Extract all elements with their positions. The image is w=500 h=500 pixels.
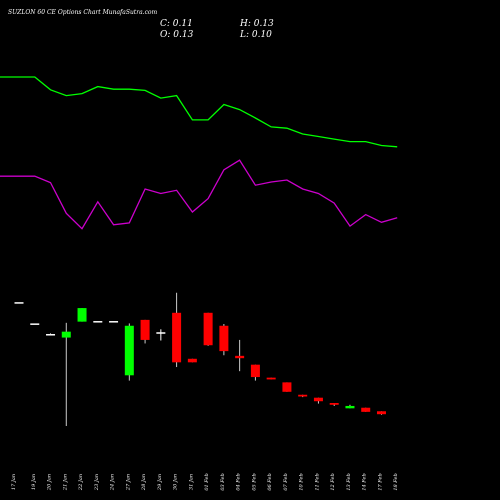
x-tick-label: 13 Feb	[346, 473, 352, 490]
candle-body	[93, 321, 103, 323]
candle-body	[376, 411, 386, 415]
candle	[361, 407, 371, 412]
candle	[298, 394, 308, 398]
candle	[140, 319, 150, 344]
x-tick-label: 06 Feb	[267, 473, 273, 490]
x-tick-label: 23 Jan	[94, 474, 100, 491]
candle	[235, 339, 245, 372]
x-tick-label: 29 Jan	[157, 474, 163, 491]
candle	[313, 397, 323, 404]
candle-body	[172, 312, 182, 363]
candle-body	[77, 308, 87, 322]
candle-body	[266, 377, 276, 380]
candle	[219, 323, 229, 356]
green-indicator-line	[0, 76, 398, 148]
candle	[109, 321, 119, 323]
x-tick-label: 04 Feb	[236, 473, 242, 490]
x-tick-label: 10 Feb	[299, 473, 305, 490]
candle-body	[329, 403, 339, 405]
ohlc-close-label: C: 0.11	[160, 19, 193, 29]
x-tick-label: 28 Jan	[141, 474, 147, 491]
candle	[93, 321, 103, 323]
indicator-lines	[0, 76, 398, 230]
purple-indicator-line	[0, 159, 398, 230]
ohlc-low-label: L: 0.10	[239, 30, 272, 40]
x-tick-label: 31 Jan	[188, 474, 194, 490]
candle	[203, 312, 213, 346]
candle	[266, 377, 276, 380]
x-tick-label: 11 Feb	[314, 473, 320, 490]
candle	[124, 323, 134, 381]
candle-body	[361, 407, 371, 412]
candle-body	[235, 355, 245, 359]
x-tick-label: 12 Feb	[330, 473, 336, 490]
candle	[376, 411, 386, 415]
x-tick-label: 05 Feb	[251, 473, 257, 490]
candle-body	[156, 332, 166, 334]
x-tick-label: 01 Feb	[204, 473, 210, 490]
ohlc-open-label: O: 0.13	[160, 30, 194, 40]
x-tick-label: 19 Jan	[31, 474, 37, 490]
candle-body	[282, 382, 292, 392]
candle	[14, 302, 24, 304]
candle	[282, 382, 292, 392]
candle-body	[61, 331, 71, 338]
candle-body	[250, 364, 260, 378]
candle	[46, 333, 56, 336]
candle	[156, 329, 166, 341]
x-tick-label: 17 Feb	[377, 473, 383, 490]
candle-body	[46, 334, 56, 336]
candle-body	[30, 323, 40, 325]
candle	[77, 308, 87, 322]
x-tick-label: 18 Feb	[393, 473, 399, 490]
candle-body	[219, 325, 229, 352]
x-tick-label: 07 Feb	[283, 473, 289, 490]
ohlc-high-label: H: 0.13	[239, 19, 274, 29]
candle	[61, 322, 71, 426]
x-tick-label: 27 Jan	[125, 474, 131, 491]
x-tick-label: 30 Jan	[173, 474, 179, 490]
candle-body	[124, 325, 134, 376]
x-tick-label: 24 Jan	[110, 474, 116, 491]
candle	[172, 292, 182, 368]
candle-body	[345, 405, 355, 409]
candle	[345, 404, 355, 409]
candle-body	[203, 312, 213, 346]
candle-body	[109, 321, 119, 323]
chart-title: SUZLON 60 CE Options Chart MunafaSutra.c…	[8, 9, 158, 16]
x-tick-label: 17 Jan	[11, 474, 17, 490]
candle-body	[187, 358, 197, 363]
candle	[30, 323, 40, 325]
x-tick-label: 21 Jan	[62, 474, 68, 491]
x-tick-label: 03 Feb	[220, 473, 226, 490]
candles	[14, 292, 386, 426]
x-tick-label: 20 Jan	[47, 474, 53, 491]
candle	[187, 358, 197, 363]
x-tick-label: 22 Jan	[78, 474, 84, 491]
candle	[329, 403, 339, 406]
candle-body	[313, 397, 323, 402]
candle-body	[298, 394, 308, 397]
x-tick-label: 14 Feb	[362, 473, 368, 490]
candle-body	[140, 319, 150, 340]
x-axis-ticks: 17 Jan 19 Jan 20 Jan 21 Jan 22 Jan 23 Jan 24 J…	[11, 473, 399, 491]
candle-body	[14, 302, 24, 304]
candle	[250, 364, 260, 381]
